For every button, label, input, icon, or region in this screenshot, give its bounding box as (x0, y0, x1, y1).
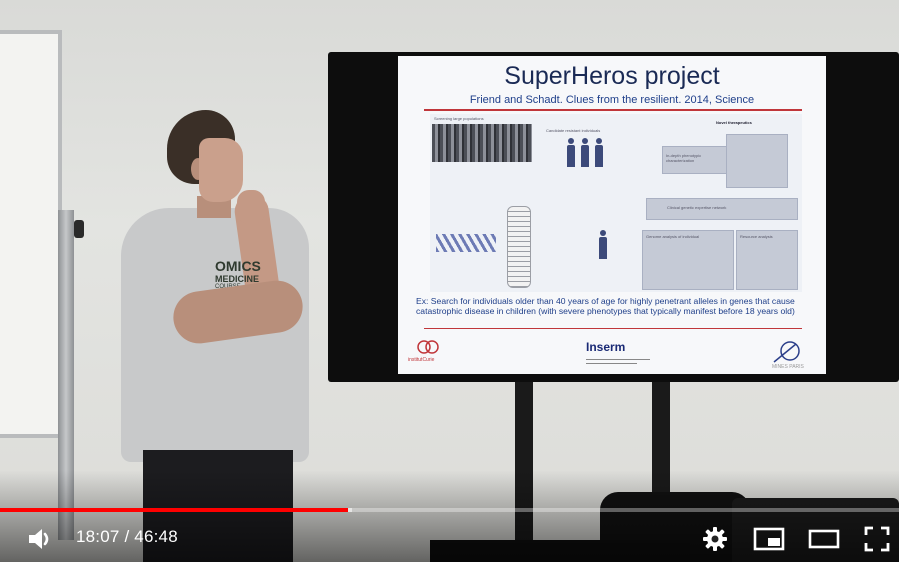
figure-panel-clinical: Clinical genetic expertise network (646, 198, 798, 220)
shirt-logo-line2: MEDICINE (215, 274, 260, 284)
figure-panel-indepth: In-depth phenotypic characterization (662, 146, 728, 174)
slide-divider-bottom (424, 328, 802, 329)
mines-paris-logo: MINES PARIS (766, 340, 806, 372)
figure-panel-resource: Resource analysis (736, 230, 798, 290)
presenter-face (199, 138, 243, 202)
miniplayer-button[interactable] (752, 522, 786, 556)
gear-icon (703, 527, 727, 551)
figure-label-indepth: In-depth phenotypic characterization (666, 153, 702, 163)
theater-button[interactable] (806, 522, 842, 556)
theater-mode-icon (808, 529, 840, 549)
fullscreen-icon (864, 526, 890, 552)
settings-button[interactable] (700, 522, 730, 556)
mines-logo-text: MINES PARIS (772, 364, 804, 370)
inserm-logo: Inserm (586, 340, 626, 354)
volume-icon (29, 529, 49, 549)
volume-button[interactable] (20, 522, 60, 556)
whiteboard-knob (74, 220, 84, 238)
presenter-hand (237, 190, 265, 224)
slide-subtitle: Friend and Schadt. Clues from the resili… (469, 94, 755, 106)
shirt-logo-line1: OMICS (215, 258, 261, 274)
person-icon (566, 138, 576, 168)
whiteboard-stand (58, 210, 74, 540)
slide-figure: Screening large populations Candidate re… (430, 114, 802, 292)
person-icon (598, 230, 608, 260)
person-icon (594, 138, 604, 168)
slide-divider (424, 109, 802, 111)
figure-label-candidates: Candidate resistant individuals (546, 128, 601, 133)
inserm-logo-subtext (586, 356, 650, 367)
slide-title: SuperHeros project (504, 62, 720, 90)
data-stack-icon (507, 206, 531, 288)
figure-label-resource: Resource analysis (740, 234, 773, 239)
slide-body-text: Ex: Search for individuals older than 40… (416, 296, 795, 316)
institut-curie-logo: institutCurie (406, 339, 456, 367)
controls-gradient (0, 470, 899, 562)
figure-label-genome: Genome analysis of individual (646, 234, 700, 239)
presentation-slide: SuperHeros project Friend and Schadt. Cl… (398, 56, 826, 374)
time-display: 18:07 / 46:48 (76, 527, 178, 546)
curie-logo-text: institutCurie (408, 357, 435, 363)
figure-label-clinical: Clinical genetic expertise network (667, 205, 727, 210)
fullscreen-button[interactable] (860, 522, 894, 556)
crowd-image (432, 124, 532, 162)
figure-panel-genome: Genome analysis of individual (642, 230, 734, 290)
progress-bar[interactable] (0, 508, 899, 512)
figure-panel-novel (726, 134, 788, 188)
miniplayer-icon (753, 527, 785, 551)
person-icon (580, 138, 590, 168)
whiteboard (0, 30, 62, 438)
figure-label-screening: Screening large populations (434, 116, 484, 121)
progress-played (0, 508, 348, 512)
dna-icon (436, 234, 496, 252)
figure-label-novel: Novel therapeutics (716, 120, 752, 125)
